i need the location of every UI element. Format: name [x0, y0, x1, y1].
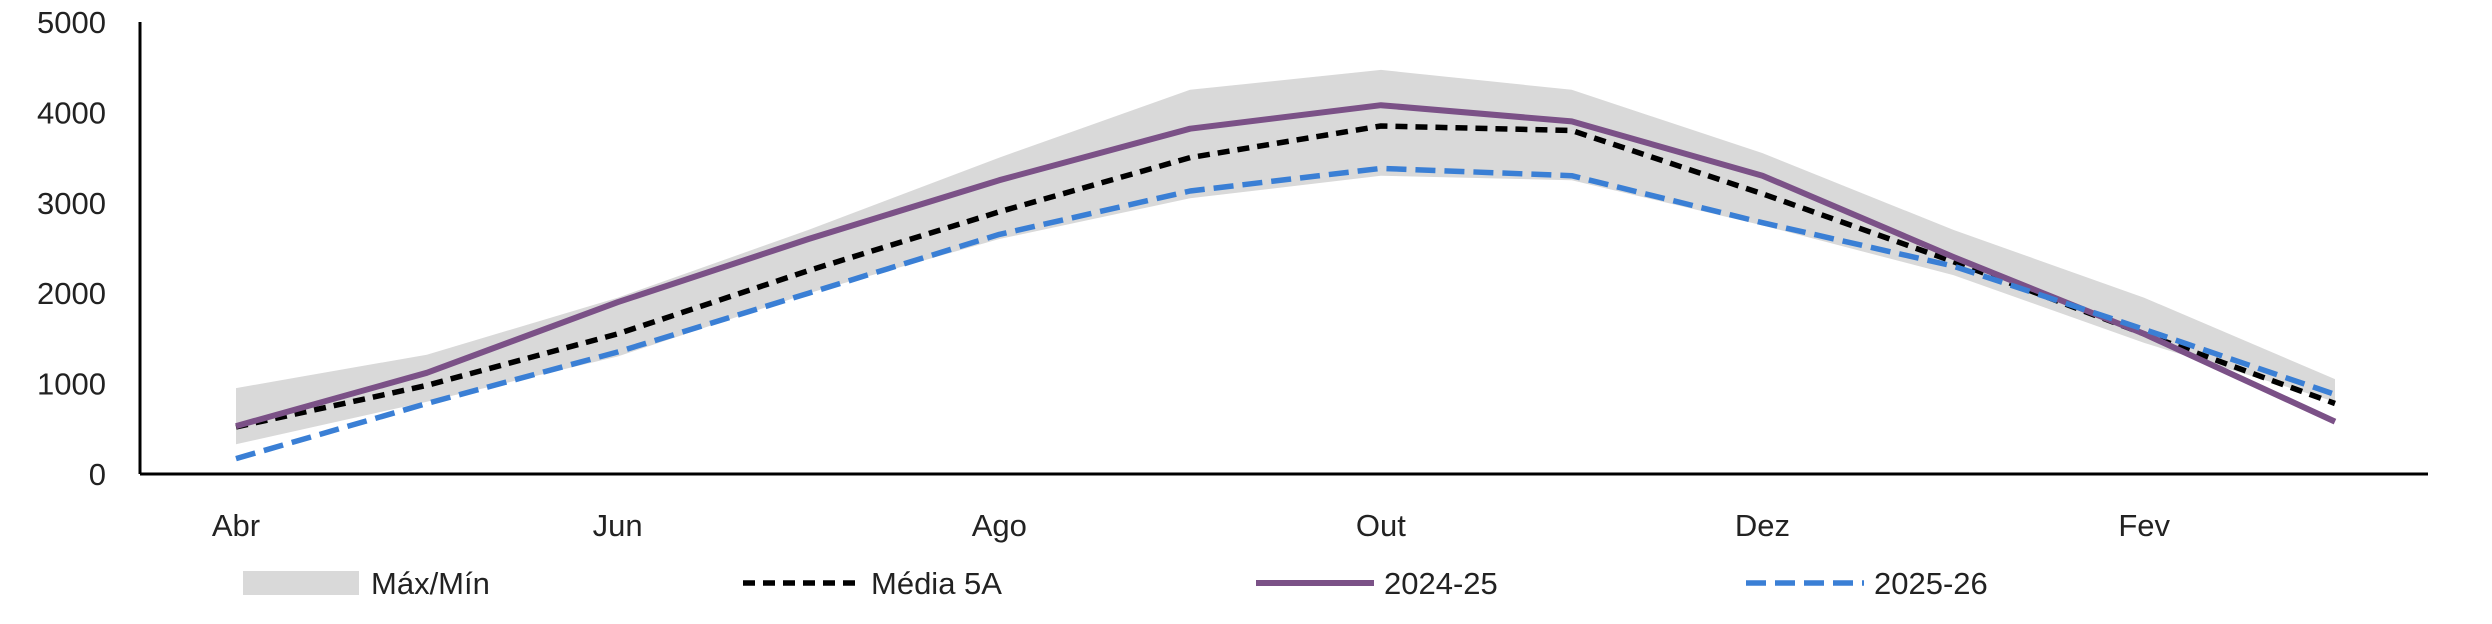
x-tick-label-out: Out	[1356, 508, 1406, 543]
series-line-2024-25	[235, 102, 2337, 429]
legend-label-max-min: Máx/Mín	[371, 566, 490, 601]
y-tick-label-2000: 2000	[37, 276, 106, 311]
x-tick-label-ago: Ago	[972, 508, 1027, 543]
legend-label-2025-26: 2025-26	[1874, 566, 1988, 601]
legend-label-media-5a: Média 5A	[871, 566, 1002, 601]
legend-label-2024-25: 2024-25	[1384, 566, 1498, 601]
y-tick-label-1000: 1000	[37, 367, 106, 402]
x-tick-label-jun: Jun	[593, 508, 643, 543]
legend-item-2025-26: 2025-26	[1746, 566, 1988, 601]
series-layer	[235, 102, 2337, 462]
legend-item-media-5a: Média 5A	[743, 566, 1002, 601]
y-tick-label-0: 0	[89, 457, 106, 492]
series-line-media-5a	[235, 123, 2336, 430]
x-tick-label-fev: Fev	[2118, 508, 2170, 543]
x-tick-label-dez: Dez	[1735, 508, 1790, 543]
legend-item-2024-25: 2024-25	[1256, 566, 1498, 601]
x-tick-label-abr: Abr	[212, 508, 260, 543]
axis-layer: 0 1000 2000 3000 4000 5000 Abr Jun Ago Out Dez Fev	[37, 5, 2428, 543]
y-tick-label-3000: 3000	[37, 186, 106, 221]
y-tick-label-5000: 5000	[37, 5, 106, 40]
series-line-2025-26	[235, 165, 2336, 462]
legend-swatch-max-min	[243, 571, 359, 595]
band-max-min	[236, 69, 2335, 445]
band-layer	[236, 69, 2335, 445]
legend-item-max-min: Máx/Mín	[243, 566, 490, 601]
y-tick-label-4000: 4000	[37, 95, 106, 130]
legend-layer: Máx/Mín Média 5A 2024-25 2025-26	[243, 566, 1988, 601]
